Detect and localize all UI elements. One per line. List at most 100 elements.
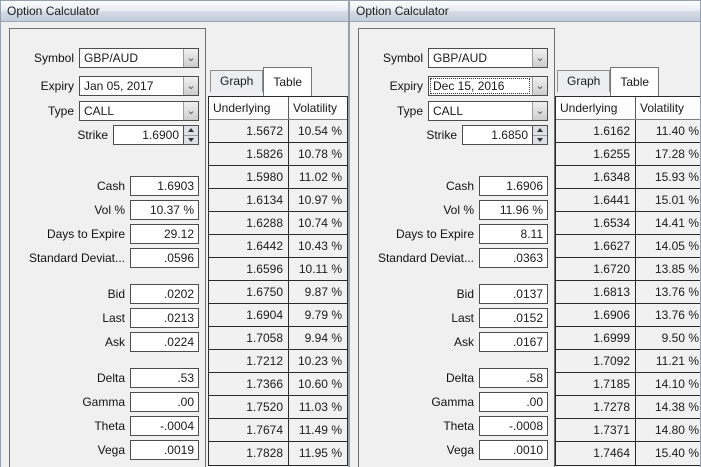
table-row[interactable]: 1.7278 14.38 % [556, 396, 700, 419]
table-row[interactable]: 1.6596 10.11 % [209, 258, 347, 281]
chevron-down-icon[interactable]: ⌄ [183, 49, 198, 67]
option-calculator-window: Option Calculator Symbol GBP/AUD ⌄ Expir… [0, 0, 349, 467]
table-row[interactable]: 1.6813 13.76 % [556, 281, 700, 304]
table-row[interactable]: 1.7058 9.94 % [209, 327, 347, 350]
symbol-select[interactable]: GBP/AUD ⌄ [79, 48, 199, 68]
stat-row: Gamma .00 [359, 392, 548, 412]
stat-label: Days to Expire [395, 227, 474, 241]
table-row[interactable]: 1.7464 15.40 % [556, 442, 700, 465]
stat-field[interactable]: -.0004 [130, 416, 199, 436]
table-row[interactable]: 1.7092 11.21 % [556, 350, 700, 373]
stat-field[interactable]: .00 [479, 392, 548, 412]
stat-field[interactable]: 8.11 [479, 224, 548, 244]
table-row[interactable]: 1.6534 14.41 % [556, 212, 700, 235]
table-row[interactable]: 1.5672 10.54 % [209, 120, 347, 143]
table-row[interactable]: 1.6442 10.43 % [209, 235, 347, 258]
stat-field[interactable]: .58 [479, 368, 548, 388]
spin-down-icon[interactable] [184, 136, 198, 145]
stat-row: Cash 1.6906 [359, 176, 548, 196]
table-row[interactable]: 1.6720 13.85 % [556, 258, 700, 281]
table-row[interactable]: 1.7520 11.03 % [209, 396, 347, 419]
expiry-select[interactable]: Dec 15, 2016 ⌄ [428, 76, 548, 96]
symbol-select[interactable]: GBP/AUD ⌄ [428, 48, 548, 68]
spin-up-icon[interactable] [184, 126, 198, 136]
stat-field[interactable]: .0019 [130, 440, 199, 460]
table-row[interactable]: 1.7185 14.10 % [556, 373, 700, 396]
volatility-cell: 13.76 % [654, 308, 699, 322]
window-titlebar[interactable]: Option Calculator [1, 1, 348, 22]
stat-label: Gamma [82, 395, 125, 409]
table-row[interactable]: 1.7674 11.49 % [209, 419, 347, 442]
stat-field[interactable]: 1.6906 [479, 176, 548, 196]
table-row[interactable]: 1.6906 13.76 % [556, 304, 700, 327]
stat-field[interactable]: -.0008 [479, 416, 548, 436]
chevron-down-icon[interactable]: ⌄ [183, 102, 198, 120]
stat-field[interactable]: 29.12 [130, 224, 199, 244]
stat-field[interactable]: .0213 [130, 308, 199, 328]
strike-value[interactable]: 1.6850 [462, 125, 532, 145]
strike-stepper[interactable]: 1.6900 [113, 125, 199, 145]
stat-field[interactable]: .53 [130, 368, 199, 388]
table-row[interactable]: 1.6348 15.93 % [556, 166, 700, 189]
table-row[interactable]: 1.5826 10.78 % [209, 143, 347, 166]
chevron-down-icon[interactable]: ⌄ [532, 77, 547, 95]
table-row[interactable]: 1.7371 14.80 % [556, 419, 700, 442]
symbol-row: Symbol GBP/AUD ⌄ [10, 48, 199, 68]
table-row[interactable]: 1.6627 14.05 % [556, 235, 700, 258]
column-header-underlying[interactable]: Underlying [209, 97, 289, 119]
stat-field[interactable]: 11.96 % [479, 200, 548, 220]
table-row[interactable]: 1.6288 10.74 % [209, 212, 347, 235]
stat-field[interactable]: .0363 [479, 248, 548, 268]
stat-field[interactable]: .0202 [130, 284, 199, 304]
stat-label: Theta [94, 419, 125, 433]
strike-label: Strike [426, 128, 457, 142]
table-row[interactable]: 1.6999 9.50 % [556, 327, 700, 350]
symbol-value: GBP/AUD [84, 51, 139, 65]
stat-field[interactable]: 1.6903 [130, 176, 199, 196]
table-row[interactable]: 1.6750 9.87 % [209, 281, 347, 304]
stat-field[interactable]: .0224 [130, 332, 199, 352]
spin-down-icon[interactable] [533, 136, 547, 145]
chevron-down-icon[interactable]: ⌄ [183, 77, 198, 95]
expiry-label: Expiry [40, 79, 74, 93]
table-row[interactable]: 1.7828 11.95 % [209, 442, 347, 465]
type-select[interactable]: CALL ⌄ [79, 101, 199, 121]
column-header-volatility[interactable]: Volatility [293, 101, 338, 115]
table-row[interactable]: 1.6904 9.79 % [209, 304, 347, 327]
expiry-value: Dec 15, 2016 [433, 79, 505, 93]
expiry-select[interactable]: Jan 05, 2017 ⌄ [79, 76, 199, 96]
table-row[interactable]: 1.5980 11.02 % [209, 166, 347, 189]
tab-graph[interactable]: Graph [557, 70, 611, 92]
spin-up-icon[interactable] [533, 126, 547, 136]
column-header-underlying[interactable]: Underlying [556, 97, 636, 119]
symbol-row: Symbol GBP/AUD ⌄ [359, 48, 548, 68]
tab-table[interactable]: Table [610, 67, 660, 96]
table-row[interactable]: 1.6441 15.01 % [556, 189, 700, 212]
volatility-cell: 15.40 % [654, 446, 699, 460]
stat-field[interactable]: .0596 [130, 248, 199, 268]
table-row[interactable]: 1.7366 10.60 % [209, 373, 347, 396]
strike-stepper[interactable]: 1.6850 [462, 125, 548, 145]
strike-value[interactable]: 1.6900 [113, 125, 183, 145]
table-row[interactable]: 1.6255 17.28 % [556, 143, 700, 166]
underlying-cell: 1.6441 [556, 189, 636, 211]
table-row[interactable]: 1.7212 10.23 % [209, 350, 347, 373]
table-row[interactable]: 1.6134 10.97 % [209, 189, 347, 212]
stat-field[interactable]: .0010 [479, 440, 548, 460]
stat-field[interactable]: .0167 [479, 332, 548, 352]
tab-graph[interactable]: Graph [210, 70, 264, 92]
stat-field[interactable]: .0137 [479, 284, 548, 304]
stat-field[interactable]: .00 [130, 392, 199, 412]
table-row[interactable]: 1.6162 11.40 % [556, 120, 700, 143]
underlying-cell: 1.6442 [209, 235, 289, 257]
chevron-down-icon[interactable]: ⌄ [532, 102, 547, 120]
chevron-down-icon[interactable]: ⌄ [532, 49, 547, 67]
column-header-volatility[interactable]: Volatility [640, 101, 685, 115]
type-select[interactable]: CALL ⌄ [428, 101, 548, 121]
volatility-cell: 9.94 % [304, 331, 342, 345]
stat-field[interactable]: 10.37 % [130, 200, 199, 220]
stat-field[interactable]: .0152 [479, 308, 548, 328]
tab-table[interactable]: Table [263, 67, 313, 96]
window-titlebar[interactable]: Option Calculator [350, 1, 700, 22]
